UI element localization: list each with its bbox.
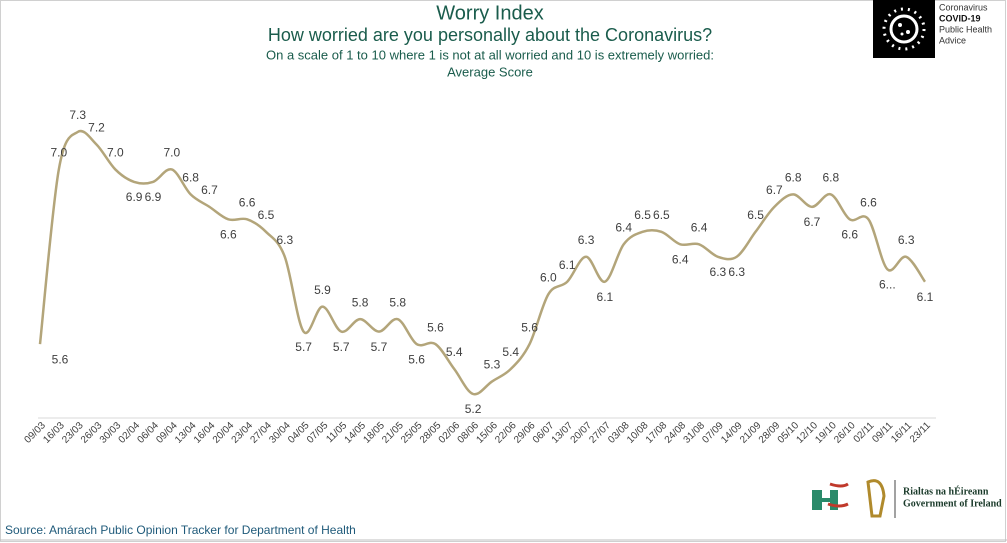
data-label: 6.1 <box>559 258 576 272</box>
data-label: 6.8 <box>182 171 199 185</box>
data-label: 5.6 <box>521 320 538 334</box>
data-label: 5.3 <box>484 358 501 372</box>
data-label: 6.3 <box>276 233 293 247</box>
data-label: 6.4 <box>672 252 689 266</box>
data-label: 6.8 <box>785 171 802 185</box>
virus-icon <box>889 14 919 44</box>
data-label: 5.6 <box>427 320 444 334</box>
data-label: 5.4 <box>502 345 519 359</box>
data-label: 6.1 <box>917 290 934 304</box>
data-label: 6.4 <box>691 220 708 234</box>
data-label: 6.4 <box>615 220 632 234</box>
logo-text: Advice <box>939 35 966 45</box>
logo-text: COVID-19 <box>939 13 981 23</box>
data-label: 5.9 <box>314 283 331 297</box>
data-label: 5.7 <box>371 340 388 354</box>
data-label: 6.6 <box>841 228 858 242</box>
data-label: 7.3 <box>69 108 86 122</box>
virus-spikes <box>882 7 926 51</box>
data-label: 5.4 <box>446 345 463 359</box>
data-label: 5.8 <box>389 295 406 309</box>
covid-logo: Coronavirus COVID-19 Public Health Advic… <box>873 0 992 58</box>
source: Source: Amárach Public Opinion Tracker f… <box>5 523 356 537</box>
data-label: 5.2 <box>465 402 482 416</box>
data-label: 6.3 <box>578 233 595 247</box>
data-label: 6.5 <box>653 208 670 222</box>
gov-text: Government of Ireland <box>903 498 1002 509</box>
data-label: 6.1 <box>597 290 614 304</box>
chart-subtitle: How worried are you personally about the… <box>268 25 712 45</box>
hse-logo <box>812 482 849 510</box>
data-label: 5.7 <box>333 340 350 354</box>
logo-text: Coronavirus <box>939 2 988 12</box>
description: On a scale of 1 to 10 where 1 is not at … <box>266 47 714 62</box>
data-label: 5.6 <box>408 352 425 366</box>
data-label: 6.5 <box>258 208 275 222</box>
data-label: 6.3 <box>728 265 745 279</box>
data-label: 6.8 <box>823 171 840 185</box>
data-label: 6.5 <box>634 208 651 222</box>
chart-title: Worry Index <box>436 2 543 24</box>
line <box>38 129 927 396</box>
data-label: 6.9 <box>126 190 143 204</box>
data-label: 6.0 <box>540 270 557 284</box>
data-label: 6.7 <box>804 215 821 229</box>
data-label: 6.7 <box>766 183 783 197</box>
harp-logo <box>866 479 896 518</box>
description: Average Score <box>447 64 533 79</box>
data-label: 7.0 <box>107 146 124 160</box>
data-label: 5.7 <box>295 340 312 354</box>
logo-text: Public Health <box>939 24 992 34</box>
data-label: 6.9 <box>145 190 162 204</box>
data-label: 6.6 <box>239 196 256 210</box>
data-label: 6.3 <box>710 265 727 279</box>
gov-text: Rialtas na hÉireann <box>903 485 989 497</box>
data-label: 7.0 <box>163 146 180 160</box>
data-label: 6.5 <box>747 208 764 222</box>
data-label: 5.8 <box>352 295 369 309</box>
data-label: 5.6 <box>52 352 69 366</box>
data-label: 6.7 <box>201 183 218 197</box>
data-label: 6.3 <box>898 233 915 247</box>
data-label: 6.6 <box>860 196 877 210</box>
data-label: 6.6 <box>220 228 237 242</box>
data-label: 7.2 <box>88 121 105 135</box>
data-label: 6... <box>879 277 896 291</box>
logo-box <box>873 0 935 58</box>
data-label: 7.0 <box>50 146 67 160</box>
